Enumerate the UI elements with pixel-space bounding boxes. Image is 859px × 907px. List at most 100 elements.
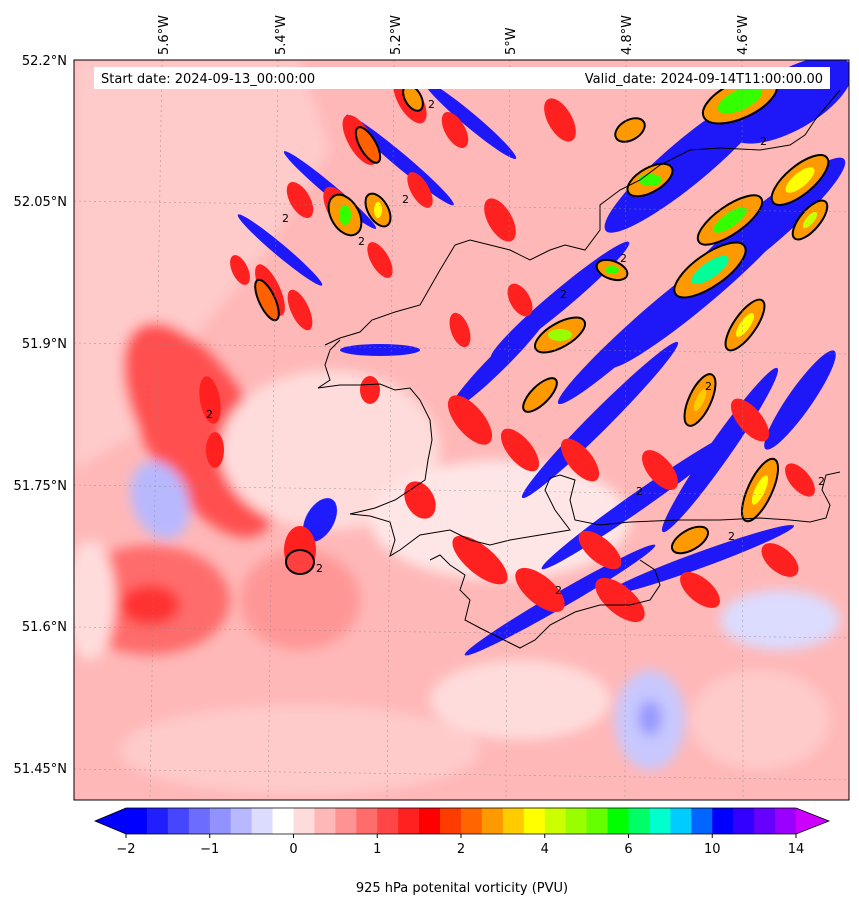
contour-label: 2 — [358, 235, 365, 248]
colorbar-cell — [419, 808, 441, 834]
longitude-labels: 5.6°W 5.4°W 5.2°W 5°W 4.8°W 4.6°W — [157, 15, 751, 55]
colorbar-cell — [398, 808, 420, 834]
colorbar-under-arrow — [95, 808, 126, 834]
pv-core — [683, 373, 717, 427]
colorbar-cell — [565, 808, 588, 834]
colorbar-cell — [502, 808, 525, 834]
colorbar-cell — [628, 808, 650, 834]
colorbar-cell — [649, 808, 671, 834]
pv-core — [696, 194, 764, 246]
pv-core — [673, 241, 747, 299]
colorbar-tick-label: 10 — [704, 842, 721, 857]
colorbar-cell — [440, 808, 462, 834]
colorbar-tick-label: 0 — [289, 842, 297, 857]
colorbar-cell — [544, 808, 567, 834]
contour-label: 2 — [402, 193, 409, 206]
colorbar-cells — [126, 808, 797, 834]
colorbar-cell — [775, 808, 797, 834]
lat-label: 51.75°N — [14, 479, 67, 494]
start-date-label: Start date: 2024-09-13_00:00:00 — [101, 72, 315, 87]
contour-label: 2 — [818, 475, 825, 488]
colorbar-cell — [167, 808, 190, 834]
colorbar-over-arrow — [796, 808, 829, 834]
pv-core — [522, 377, 558, 413]
pv-core — [670, 525, 710, 555]
colorbar-cell — [356, 808, 378, 834]
contour-label: 2 — [428, 98, 435, 111]
lat-label: 51.9°N — [22, 337, 67, 352]
contour-label: 2 — [760, 135, 767, 148]
contour-label: 2 — [728, 530, 735, 543]
map-frame — [73, 59, 850, 801]
date-info-box — [94, 67, 830, 89]
map-plot-area: 2 2 2 2 2 2 2 2 2 2 2 2 2 2 — [74, 60, 849, 800]
coastline-bay — [317, 339, 841, 558]
pv-core — [327, 193, 363, 237]
pv-core — [770, 154, 830, 206]
colorbar-cell — [670, 808, 692, 834]
colorbar-cell — [607, 808, 629, 834]
pv-core — [534, 316, 586, 354]
pv-core — [364, 192, 392, 228]
pv-core — [614, 117, 646, 143]
lon-label: 5.6°W — [157, 15, 172, 55]
pv-core — [285, 549, 315, 575]
contour-label: 2 — [560, 288, 567, 301]
colorbar-cell — [230, 808, 253, 834]
colorbar-cell — [293, 808, 315, 834]
colorbar-tick-label: 14 — [788, 842, 805, 857]
lon-label: 5°W — [504, 27, 519, 55]
colorbar-cell — [146, 808, 169, 834]
colorbar-cell — [481, 808, 504, 834]
contour-label: 2 — [206, 408, 213, 421]
lon-label: 5.4°W — [274, 15, 289, 55]
colorbar-cell — [209, 808, 232, 834]
colorbar-title: 925 hPa potenital vorticity (PVU) — [356, 881, 568, 896]
colorbar-cell — [586, 808, 609, 834]
colorbar-cell — [377, 808, 399, 834]
pv-core — [595, 258, 629, 282]
colorbar-cell — [712, 808, 734, 834]
colorbar-tick-label: −1 — [200, 842, 219, 857]
colorbar-cell — [733, 808, 755, 834]
colorbar-tick-label: −2 — [116, 842, 135, 857]
lon-label: 4.6°W — [736, 15, 751, 55]
pv-core — [354, 126, 382, 164]
contour-labels: 2 2 2 2 2 2 2 2 2 2 2 2 2 2 — [206, 98, 825, 597]
colorbar-cell — [272, 808, 294, 834]
pv-core — [791, 199, 829, 241]
colorbar-cell — [251, 808, 274, 834]
gridlines — [74, 60, 849, 800]
colorbar-tick-label: 2 — [457, 842, 465, 857]
coastline-north — [324, 89, 841, 346]
colorbar-cell — [314, 808, 336, 834]
lon-label: 5.2°W — [389, 15, 404, 55]
coastline — [317, 89, 841, 649]
valid-date-label: Valid_date: 2024-09-14T11:00:00.00 — [585, 72, 823, 87]
colorbar-cell — [754, 808, 776, 834]
lat-label: 51.6°N — [22, 620, 67, 635]
latitude-labels: 52.2°N 52.05°N 51.9°N 51.75°N 51.6°N 51.… — [14, 54, 67, 777]
contour-label: 2 — [620, 252, 627, 265]
lat-label: 52.2°N — [22, 54, 67, 69]
colorbar: −2 −1 0 1 2 4 6 10 14 925 hPa potenital vorticit… — [93, 807, 831, 896]
lat-label: 51.45°N — [14, 762, 67, 777]
colorbar-cell — [335, 808, 357, 834]
colorbar-tick-label: 1 — [373, 842, 381, 857]
colorbar-cell — [691, 808, 713, 834]
colorbar-tick-label: 4 — [541, 842, 549, 857]
lon-label: 4.8°W — [620, 15, 635, 55]
colorbar-cell — [188, 808, 211, 834]
colorbar-cell — [126, 808, 148, 834]
coastline-south — [429, 554, 661, 649]
lat-label: 52.05°N — [14, 195, 67, 210]
contour-label: 2 — [282, 212, 289, 225]
contour-label: 2 — [636, 485, 643, 498]
pv-core — [724, 298, 766, 352]
colorbar-tick-label: 6 — [624, 842, 632, 857]
contour-label: 2 — [316, 562, 323, 575]
contour-label: 2 — [705, 380, 712, 393]
contour-label: 2 — [555, 584, 562, 597]
colorbar-cell — [523, 808, 546, 834]
